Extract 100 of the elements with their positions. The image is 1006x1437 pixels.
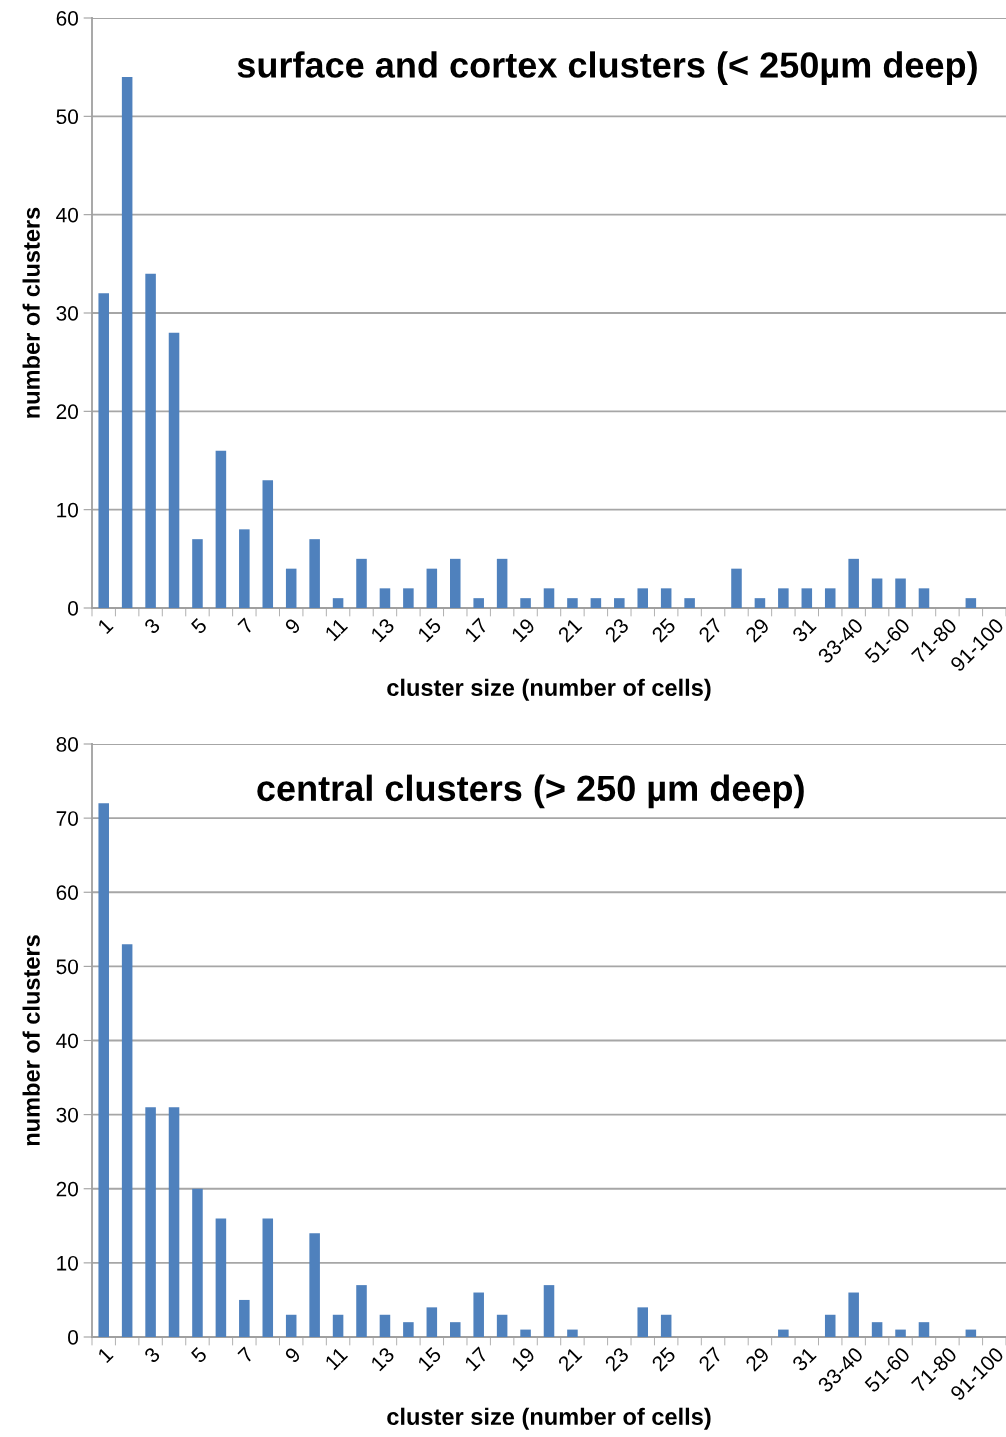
x-tick-label: 3 xyxy=(143,617,161,635)
y-tick-label: 50 xyxy=(56,109,78,125)
x-tick-label: 25 xyxy=(650,1346,677,1372)
bar xyxy=(567,598,578,608)
bar xyxy=(215,450,227,608)
bar xyxy=(543,1285,555,1337)
x-axis-title: cluster size (number of cells) xyxy=(387,678,711,701)
y-tick-label: 20 xyxy=(56,1181,78,1197)
y-tick-label: 0 xyxy=(68,601,78,616)
x-tick-label: 9 xyxy=(284,617,302,635)
x-tick-label: 21 xyxy=(557,1346,583,1372)
bar xyxy=(660,588,672,608)
bar xyxy=(449,1322,461,1337)
x-tick-label: 17 xyxy=(463,617,489,643)
x-tick-label: 31 xyxy=(791,1346,817,1372)
bar xyxy=(918,1322,930,1337)
x-tick-label: 7 xyxy=(237,1346,255,1364)
y-tick-label: 20 xyxy=(56,404,78,420)
x-tick-label: 5 xyxy=(190,617,208,635)
bar xyxy=(965,598,977,608)
bar xyxy=(637,588,649,608)
text: central clusters (> 250 µm deep) xyxy=(257,774,804,809)
bar xyxy=(145,273,156,608)
y-tick-label: 50 xyxy=(56,959,78,975)
y-tick-label: 10 xyxy=(57,1255,78,1271)
x-tick-label: 17 xyxy=(463,1346,489,1372)
x-tick-label: 31 xyxy=(791,617,817,643)
bar xyxy=(356,1285,367,1337)
bar xyxy=(543,588,555,608)
y-tick-label: 10 xyxy=(57,502,78,518)
bar xyxy=(192,1188,203,1337)
y-axis-title: number of clusters xyxy=(22,935,40,1146)
x-tick-label: 19 xyxy=(510,1346,536,1372)
bar xyxy=(192,539,203,608)
y-tick-label: 40 xyxy=(56,207,78,223)
y-tick-label: 80 xyxy=(56,737,78,752)
x-tick-label: 5 xyxy=(190,1346,208,1364)
bar xyxy=(239,529,250,608)
bar xyxy=(215,1218,227,1337)
bar xyxy=(403,1322,414,1337)
bar xyxy=(778,588,789,608)
x-tick-label: 19 xyxy=(510,617,536,643)
bar xyxy=(778,1329,789,1337)
bar xyxy=(895,578,906,608)
x-tick-label: 25 xyxy=(650,617,677,643)
x-tick-label: 1 xyxy=(97,617,114,635)
bar xyxy=(848,1292,859,1337)
x-tick-label: 27 xyxy=(697,617,723,643)
x-tick-label: 3 xyxy=(143,1346,161,1364)
y-tick-label: 0 xyxy=(68,1330,78,1345)
bar xyxy=(426,568,438,608)
y-tick-label: 40 xyxy=(56,1033,78,1049)
x-tick-label: 21 xyxy=(557,617,583,643)
bar xyxy=(332,1314,344,1337)
x-tick-label: 15 xyxy=(417,1346,443,1372)
x-tick-label: 11 xyxy=(324,617,349,642)
bar xyxy=(121,944,133,1337)
bar xyxy=(145,1107,156,1337)
x-tick-label: 1 xyxy=(97,1346,114,1364)
bar xyxy=(660,1314,672,1337)
bar xyxy=(871,578,883,608)
bar xyxy=(824,1314,836,1337)
bar xyxy=(731,568,742,608)
bar xyxy=(379,588,391,608)
x-tick-label: 9 xyxy=(284,1346,302,1364)
bar xyxy=(473,598,484,608)
bar xyxy=(848,558,859,608)
x-tick-label: 15 xyxy=(417,617,443,643)
bar xyxy=(801,588,813,608)
bar xyxy=(684,598,695,608)
y-tick-label: 70 xyxy=(56,811,78,826)
bar xyxy=(98,293,109,608)
bar xyxy=(121,77,133,608)
bar xyxy=(403,588,414,608)
x-tick-label: 23 xyxy=(604,1346,630,1372)
bar xyxy=(824,588,836,608)
y-tick-label: 30 xyxy=(56,306,78,321)
bar xyxy=(98,803,109,1337)
x-tick-label: 13 xyxy=(370,1346,396,1372)
bar xyxy=(637,1307,649,1337)
x-tick-label: 23 xyxy=(604,617,630,643)
bar xyxy=(168,1107,180,1337)
bar xyxy=(239,1299,250,1337)
x-axis-title: cluster size (number of cells) xyxy=(387,1407,711,1430)
bar xyxy=(356,558,367,608)
bar xyxy=(871,1322,883,1337)
bar xyxy=(309,539,320,608)
bar xyxy=(754,598,766,608)
x-tick-label: 27 xyxy=(697,1346,723,1372)
bar xyxy=(379,1314,391,1337)
text: surface and cortex clusters (< 250µm deep) xyxy=(237,51,977,85)
y-tick-label: 30 xyxy=(56,1107,78,1123)
bar xyxy=(285,1314,297,1337)
x-tick-label: 11 xyxy=(324,1346,349,1371)
bar xyxy=(332,598,344,608)
y-tick-label: 60 xyxy=(56,885,78,900)
bar xyxy=(168,332,180,608)
bar xyxy=(496,1314,508,1337)
bar xyxy=(496,558,508,608)
bar xyxy=(614,598,625,608)
